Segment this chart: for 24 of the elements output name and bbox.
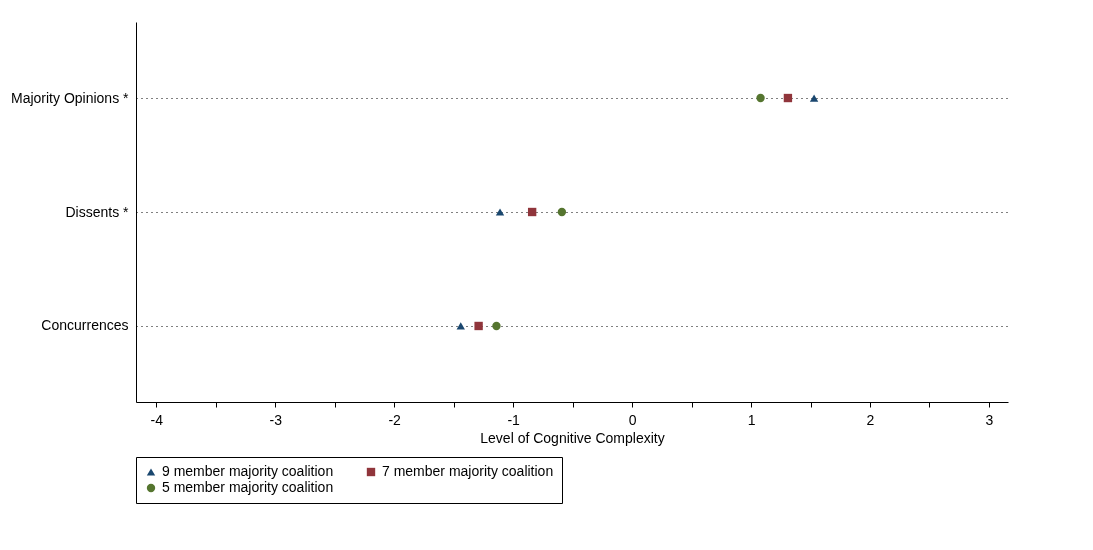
legend-label: 7 member majority coalition — [382, 463, 554, 479]
point — [756, 93, 765, 103]
x-tick-label: -3 — [269, 411, 283, 428]
legend-label: 5 member majority coalition — [162, 479, 334, 495]
x-tick-label: 0 — [628, 411, 637, 428]
point — [474, 321, 483, 331]
point — [456, 322, 465, 330]
legend-label: 9 member majority coalition — [162, 463, 334, 479]
point — [495, 208, 505, 216]
x-axis-title: Level of Cognitive Complexity — [480, 429, 665, 446]
x-tick-label: -4 — [150, 411, 164, 428]
point — [783, 93, 793, 103]
x-tick-label: 1 — [747, 411, 756, 428]
x-tick-label: 3 — [985, 411, 994, 428]
y-tick-label: Majority Opinions * — [11, 89, 130, 106]
x-tick-label: -2 — [388, 411, 402, 428]
y-tick-label: Dissents * — [65, 203, 130, 220]
y-tick-label: Concurrences — [41, 317, 129, 334]
x-tick-label: 2 — [866, 411, 875, 428]
point — [527, 207, 537, 217]
x-tick-label: -1 — [507, 411, 521, 428]
point — [809, 94, 819, 102]
point — [557, 207, 567, 217]
point — [492, 321, 501, 331]
